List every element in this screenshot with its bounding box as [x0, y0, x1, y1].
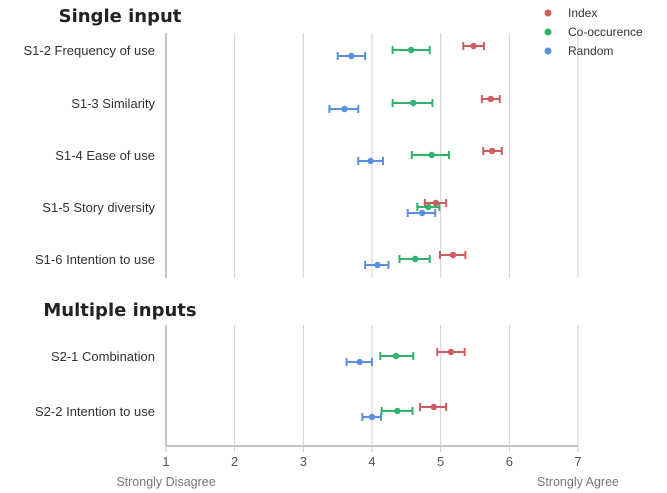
point-co-occurence — [392, 352, 400, 360]
legend-label: Co-occurence — [568, 25, 643, 39]
x-tick-label: 5 — [437, 454, 444, 469]
x-tick-label: 4 — [368, 454, 375, 469]
legend-label: Index — [568, 6, 597, 20]
section-title: Multiple inputs — [43, 300, 196, 321]
x-tick-label: 1 — [162, 454, 169, 469]
row-label: S1-6 Intention to use — [35, 252, 155, 267]
point-index — [447, 348, 455, 356]
point-index — [487, 95, 494, 103]
x-tick-label: 7 — [574, 454, 581, 469]
legend-marker-random — [544, 47, 552, 55]
row-label: S1-4 Ease of use — [55, 148, 155, 163]
x-end-label-right: Strongly Agree — [537, 475, 619, 489]
section-title: Single input — [59, 6, 182, 27]
point-co-occurence — [412, 255, 419, 263]
point-index — [470, 42, 477, 50]
x-tick-label: 3 — [300, 454, 307, 469]
point-co-occurence — [407, 46, 415, 54]
point-co-occurence — [425, 203, 432, 211]
point-random — [367, 157, 374, 165]
point-random — [348, 52, 355, 60]
x-tick-label: 6 — [506, 454, 513, 469]
x-end-label-left: Strongly Disagree — [116, 475, 215, 489]
point-co-occurence — [428, 151, 435, 159]
point-random — [418, 209, 426, 217]
legend-marker-co-occurence — [544, 28, 552, 36]
row-label: S1-3 Similarity — [71, 96, 155, 111]
point-index — [488, 147, 496, 155]
point-co-occurence — [410, 99, 417, 107]
point-random — [356, 358, 363, 366]
point-random — [368, 413, 376, 421]
row-label: S2-2 Intention to use — [35, 404, 155, 419]
point-index — [432, 199, 440, 207]
row-label: S1-5 Story diversity — [42, 200, 155, 215]
point-random — [341, 105, 348, 113]
legend-label: Random — [568, 44, 613, 58]
point-index — [430, 403, 437, 411]
point-index — [449, 251, 457, 259]
x-tick-label: 2 — [231, 454, 238, 469]
legend-marker-index — [544, 9, 552, 17]
point-co-occurence — [394, 407, 401, 415]
row-label: S1-2 Frequency of use — [23, 43, 155, 58]
point-random — [374, 261, 381, 269]
row-label: S2-1 Combination — [51, 349, 155, 364]
